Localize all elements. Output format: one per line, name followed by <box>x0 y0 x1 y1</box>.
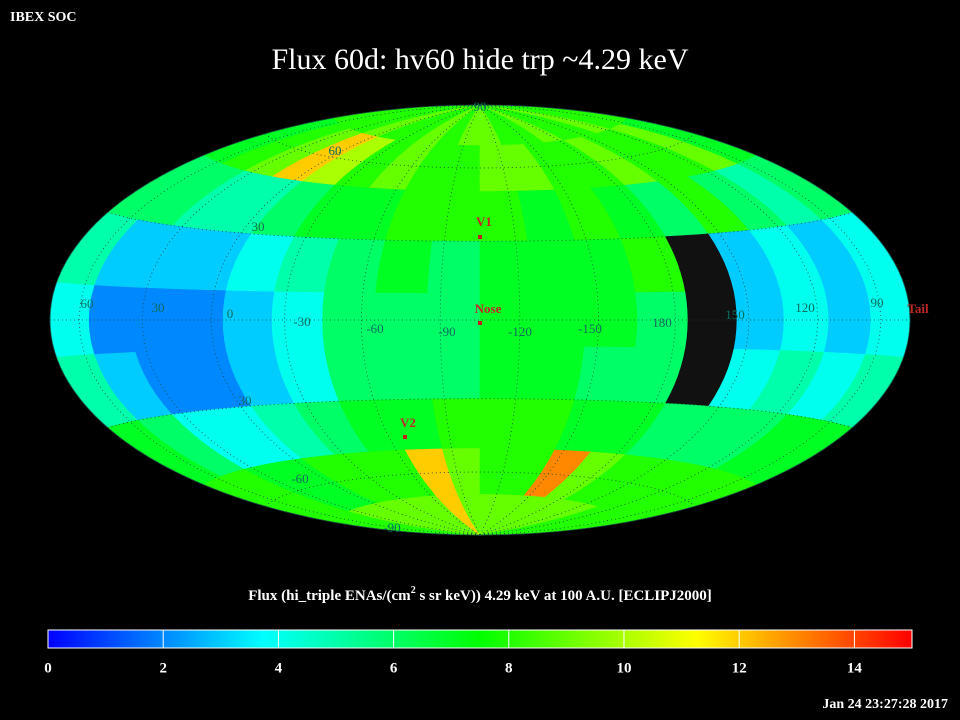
marker-label: V1 <box>476 214 492 229</box>
flux-cell <box>479 240 533 294</box>
marker-dot <box>478 235 482 239</box>
flux-cell <box>779 287 830 353</box>
colorbar-tick-label: 4 <box>275 660 283 676</box>
graticule <box>49 104 911 536</box>
colorbar-tick-label: 0 <box>44 660 52 676</box>
flux-cell <box>479 346 533 400</box>
meridian <box>479 104 600 536</box>
colorbar-ticks: 0 2 4 6 8 10 12 14 <box>44 630 862 676</box>
flux-cell <box>427 346 481 400</box>
lat-label: 60 <box>329 143 342 158</box>
lat-label: 30 <box>252 219 265 234</box>
parallel <box>107 398 853 428</box>
marker-dot <box>403 435 407 439</box>
flux-cell <box>375 346 433 401</box>
label-part: Flux (hi_triple ENAs/(cm <box>248 588 411 604</box>
lon-label: -60 <box>366 321 383 336</box>
parallel <box>264 133 696 169</box>
colorbar-label: Flux (hi_triple ENAs/(cm2 s sr keV)) 4.2… <box>248 585 712 604</box>
app-header: IBEX SOC <box>10 10 77 25</box>
meridian <box>360 104 481 536</box>
lon-label: 60 <box>81 296 94 311</box>
flux-cell <box>527 239 585 294</box>
lon-label: 120 <box>795 300 815 315</box>
marker-label: V2 <box>400 415 416 430</box>
map-labels: 90 60 30 30 -60 -90 60 30 0 -30 -60 -90 -120 -150 180 1… <box>81 99 929 535</box>
flux-cell <box>865 282 911 358</box>
meridian <box>479 104 819 536</box>
timestamp: Jan 24 23:27:28 2017 <box>822 697 948 712</box>
lon-label: 150 <box>725 307 745 322</box>
flux-cell <box>427 240 481 294</box>
lon-label: 30 <box>152 300 165 315</box>
parallel <box>107 212 853 242</box>
meridian <box>439 104 481 536</box>
lat-label: 90 <box>474 99 487 114</box>
colorbar-tick-label: 8 <box>505 660 513 676</box>
lon-label: 90 <box>871 295 884 310</box>
flux-cell <box>88 285 137 355</box>
colorbar-tick-label: 10 <box>617 660 632 676</box>
lat-label: -60 <box>291 471 308 486</box>
chart-title: Flux 60d: hv60 hide trp ~4.29 keV <box>271 43 688 76</box>
lat-label: -90 <box>383 520 400 535</box>
meridian <box>141 104 481 536</box>
meridian <box>479 104 521 536</box>
lon-label: -150 <box>578 321 602 336</box>
flux-cell <box>375 239 433 294</box>
lon-label: 0 <box>227 306 234 321</box>
marker-label: Nose <box>475 301 502 316</box>
colorbar-tick-label: 2 <box>159 660 167 676</box>
marker-label: Tail <box>907 301 929 316</box>
lon-label: -120 <box>508 324 532 339</box>
colorbar <box>47 629 913 649</box>
label-superscript: 2 <box>411 585 416 596</box>
lon-label: -90 <box>438 324 455 339</box>
colorbar-tick-label: 6 <box>390 660 398 676</box>
lon-label: 180 <box>652 315 672 330</box>
flux-cell <box>823 285 872 355</box>
colorbar-tick-label: 14 <box>847 660 863 676</box>
flux-cell <box>49 282 95 358</box>
label-part: s sr keV)) 4.29 keV at 100 A.U. [ECLIPJ2… <box>416 588 712 604</box>
map-outline <box>49 104 911 536</box>
colorbar-tick-label: 12 <box>732 660 747 676</box>
lon-label: -30 <box>293 314 310 329</box>
flux-cell <box>527 346 585 401</box>
lat-label: 30 <box>239 393 252 408</box>
marker-dot <box>478 321 482 325</box>
parallel <box>264 471 696 507</box>
sky-map <box>49 104 911 536</box>
